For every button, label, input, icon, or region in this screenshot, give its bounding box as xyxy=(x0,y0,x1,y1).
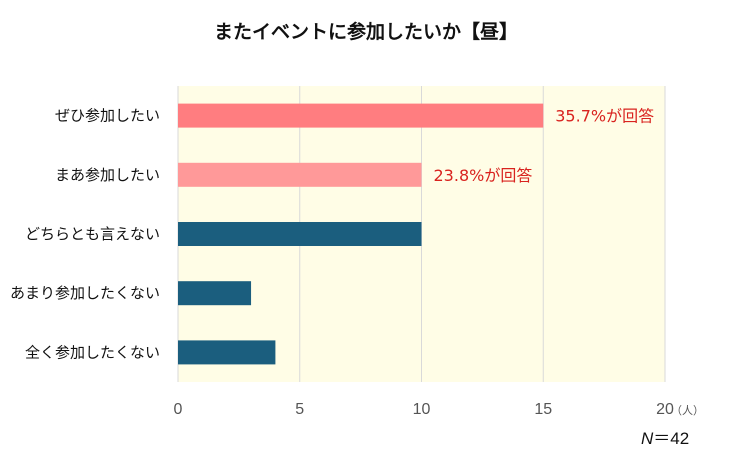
bar xyxy=(178,162,422,187)
category-labels: ぜひ参加したいまあ参加したいどちらとも言えないあまり参加したくない全く参加したく… xyxy=(10,107,160,362)
data-label: 23.8%が回答 xyxy=(434,166,533,185)
chart-title: またイベントに参加したいか【昼】 xyxy=(214,20,518,43)
x-tick-label: 20 xyxy=(656,401,674,418)
data-label: 35.7%が回答 xyxy=(555,107,654,126)
category-label: 全く参加したくない xyxy=(25,343,160,361)
category-label: どちらとも言えない xyxy=(25,225,160,243)
x-tick-label: 10 xyxy=(413,401,431,418)
bar xyxy=(178,103,544,128)
sample-size-value: ＝42 xyxy=(653,429,689,448)
data-labels: 35.7%が回答 23.8%が回答 xyxy=(434,107,655,185)
category-label: あまり参加したくない xyxy=(10,284,160,302)
x-tick-labels: 0 5 10 15 20 xyxy=(174,401,674,418)
sample-size-label: N＝42 xyxy=(641,429,689,448)
bar xyxy=(178,281,252,306)
x-tick-label: 5 xyxy=(295,401,304,418)
sample-size-n: N xyxy=(641,429,654,448)
x-tick-label: 15 xyxy=(534,401,552,418)
bar xyxy=(178,222,422,246)
bars xyxy=(178,103,544,365)
category-label: まあ参加したい xyxy=(55,166,160,184)
x-axis-unit: （人） xyxy=(671,404,704,417)
bar xyxy=(178,340,276,365)
category-label: ぜひ参加したい xyxy=(55,107,160,125)
x-tick-label: 0 xyxy=(174,401,183,418)
